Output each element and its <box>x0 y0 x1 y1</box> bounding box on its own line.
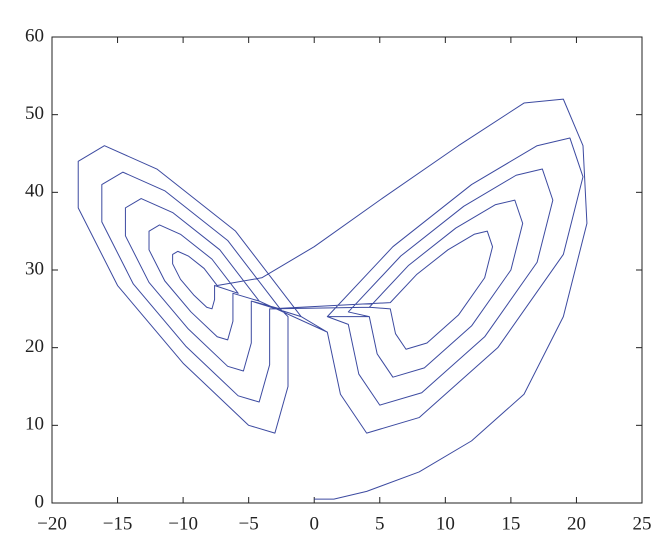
x-tick-label: 25 <box>633 513 652 534</box>
x-tick-label: −10 <box>168 513 198 534</box>
x-tick-label: −20 <box>37 513 67 534</box>
y-tick-label: 40 <box>25 181 44 202</box>
x-tick-label: −15 <box>103 513 133 534</box>
y-tick-label: 10 <box>25 414 44 435</box>
y-tick-label: 50 <box>25 103 44 124</box>
y-tick-label: 30 <box>25 258 44 279</box>
trajectory-line <box>77 98 588 500</box>
x-tick-label: −5 <box>239 513 259 534</box>
x-tick-label: 10 <box>436 513 455 534</box>
y-tick-label: 60 <box>25 25 44 46</box>
y-tick-label: 0 <box>35 491 45 512</box>
x-tick-label: 15 <box>501 513 520 534</box>
plot-frame <box>51 36 643 504</box>
y-tick-label: 20 <box>25 336 44 357</box>
x-tick-label: 20 <box>567 513 586 534</box>
x-tick-label: 5 <box>375 513 385 534</box>
x-tick-label: 0 <box>309 513 319 534</box>
